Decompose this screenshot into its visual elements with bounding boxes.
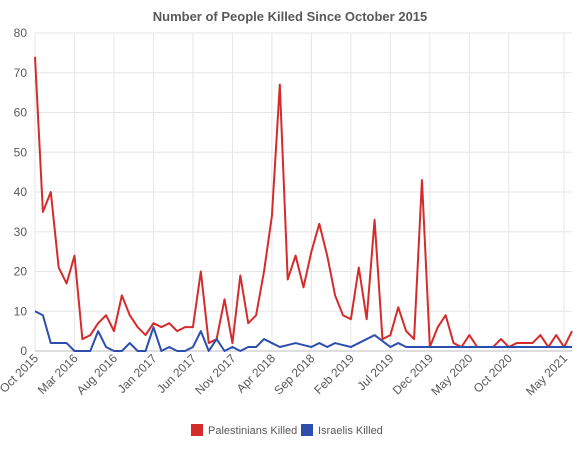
y-tick-label: 60 [14, 106, 28, 120]
y-tick-label: 70 [14, 66, 28, 80]
series-line-israelis [34, 310, 572, 352]
legend-item: Palestinians Killed [191, 424, 297, 437]
gridlines [34, 32, 572, 352]
x-tick-label: May 2020 [428, 351, 475, 398]
x-tick-label: Feb 2019 [311, 351, 357, 397]
legend-item: Israelis Killed [301, 424, 383, 437]
x-tick-label: Jan 2017 [115, 351, 160, 396]
x-tick-label: Nov 2017 [192, 351, 238, 397]
x-tick-label: Jun 2017 [154, 351, 199, 396]
x-tick-label: Mar 2016 [35, 351, 81, 397]
legend: Palestinians Killed Israelis Killed [191, 424, 383, 437]
legend-label: Israelis Killed [318, 425, 383, 437]
legend-label: Palestinians Killed [208, 425, 297, 437]
x-tick-label: Sep 2018 [271, 351, 317, 397]
x-tick-label: Oct 2020 [471, 351, 516, 396]
legend-swatch [301, 424, 313, 436]
y-tick-label: 20 [14, 265, 28, 279]
x-tick-label: May 2021 [523, 351, 570, 398]
x-tick-label: Aug 2016 [74, 351, 120, 397]
legend-swatch [191, 424, 203, 436]
y-tick-label: 50 [14, 145, 28, 159]
series-lines [34, 56, 573, 352]
y-tick-label: 30 [14, 225, 28, 239]
y-tick-label: 10 [14, 304, 28, 318]
y-tick-label: 0 [20, 344, 27, 358]
y-axis: 0 10 20 30 40 50 60 70 80 [14, 26, 28, 358]
y-tick-label: 40 [14, 185, 28, 199]
series-line-palestinians [34, 56, 573, 349]
chart-title: Number of People Killed Since October 20… [153, 9, 428, 24]
y-tick-label: 80 [14, 26, 28, 40]
